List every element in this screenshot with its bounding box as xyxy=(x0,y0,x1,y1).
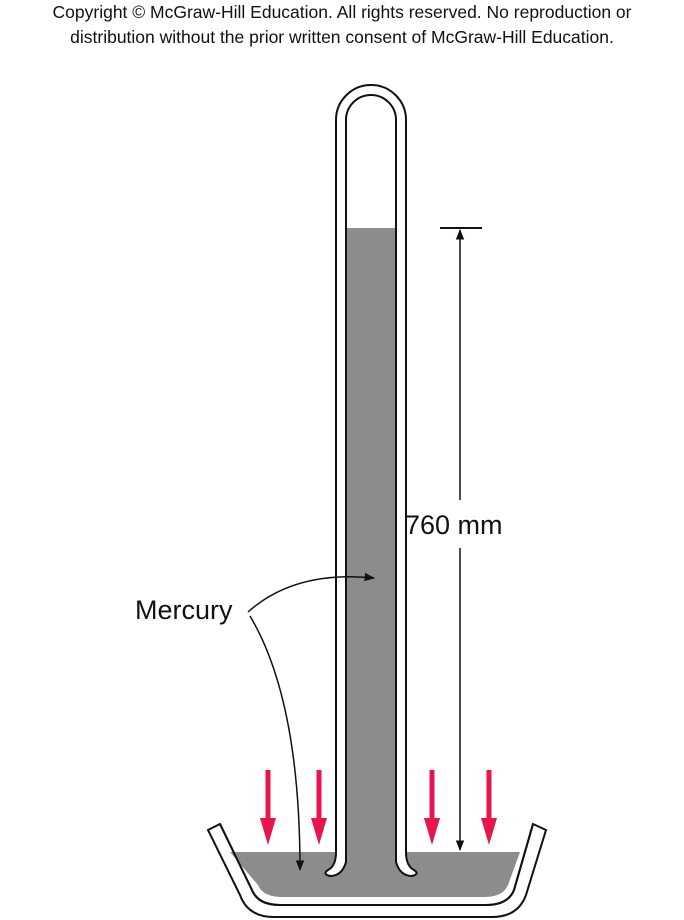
mercury-column xyxy=(347,228,395,858)
pressure-arrow xyxy=(311,770,327,845)
copyright-line-1: Copyright © McGraw-Hill Education. All r… xyxy=(52,2,632,22)
atmospheric-pressure-arrows xyxy=(260,770,497,845)
height-label: 760 mm xyxy=(405,510,503,540)
mercury-leader-arrow-to-pool xyxy=(249,615,305,872)
pressure-arrow xyxy=(481,770,497,845)
mercury-leader-arrow-to-column xyxy=(247,572,376,613)
mercury-column-base xyxy=(347,850,395,890)
mercury-label: Mercury xyxy=(135,595,233,625)
tube-left-lip xyxy=(324,851,347,878)
tube-right-lip xyxy=(395,851,418,878)
dish-inner-wall xyxy=(219,823,534,906)
pressure-arrow xyxy=(424,770,440,845)
copyright-notice: Copyright © McGraw-Hill Education. All r… xyxy=(0,0,684,50)
pressure-arrow xyxy=(260,770,276,845)
copyright-line-2: distribution without the prior written c… xyxy=(70,27,614,47)
